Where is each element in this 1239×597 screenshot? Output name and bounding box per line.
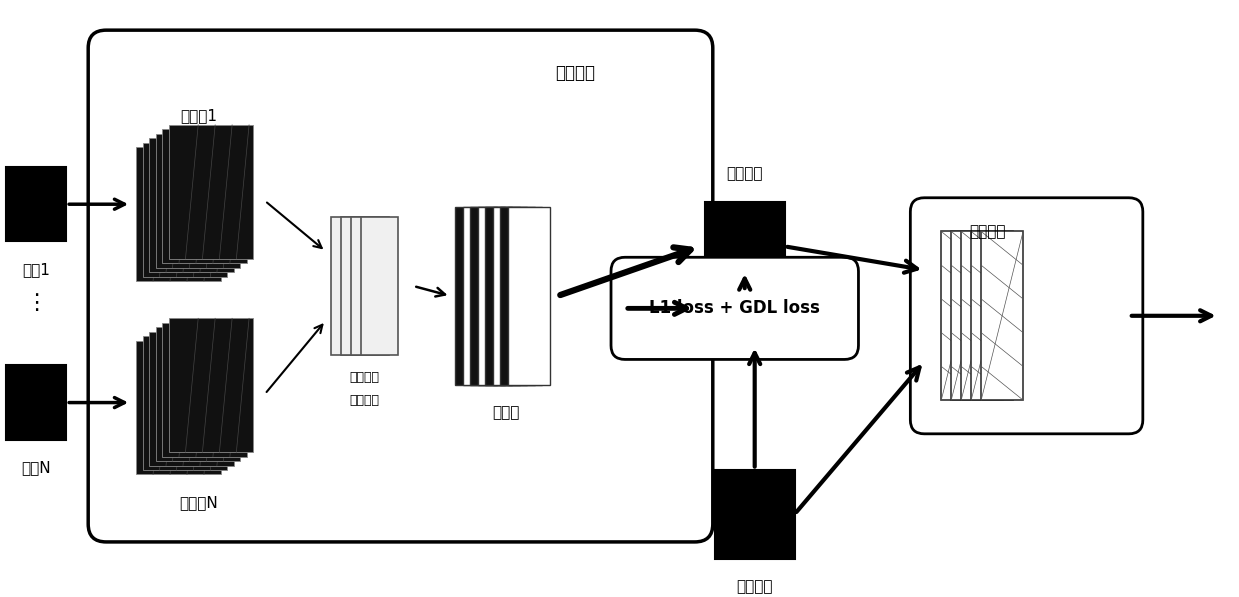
Bar (471, 207, 512, 385)
Bar (952, 232, 994, 400)
FancyBboxPatch shape (911, 198, 1142, 434)
Text: 解码器: 解码器 (493, 405, 520, 420)
Bar (169, 125, 253, 259)
Bar (136, 147, 221, 281)
Bar (456, 207, 497, 385)
Text: 编码器1: 编码器1 (180, 108, 217, 123)
Bar (136, 341, 221, 475)
Text: 合成图像: 合成图像 (726, 167, 763, 181)
Bar (156, 134, 240, 267)
Text: 鉴别网络: 鉴别网络 (969, 224, 1005, 239)
Bar (501, 207, 543, 385)
Text: 模态N: 模态N (21, 460, 51, 475)
Text: L1 loss + GDL loss: L1 loss + GDL loss (649, 299, 820, 318)
Bar (142, 143, 228, 276)
Text: 编码器N: 编码器N (180, 495, 218, 510)
Bar (6, 365, 66, 440)
Bar (715, 469, 794, 559)
Bar (486, 207, 528, 385)
Bar (149, 139, 234, 272)
Bar (6, 167, 66, 241)
Bar (341, 217, 379, 355)
Bar (162, 130, 247, 263)
Bar (463, 207, 504, 385)
Bar (971, 232, 1014, 400)
Bar (361, 217, 399, 355)
Bar (149, 332, 234, 466)
FancyBboxPatch shape (611, 257, 859, 359)
Bar (351, 217, 389, 355)
Text: ⋮: ⋮ (25, 293, 47, 313)
Bar (331, 217, 368, 355)
Bar (142, 336, 228, 470)
Bar (162, 323, 247, 457)
Bar (156, 327, 240, 461)
FancyBboxPatch shape (88, 30, 712, 542)
Text: 真实图像: 真实图像 (736, 579, 773, 594)
Text: 潜在空间: 潜在空间 (349, 371, 379, 384)
Bar (981, 232, 1023, 400)
Text: 模态1: 模态1 (22, 261, 51, 276)
Bar (508, 207, 550, 385)
Bar (493, 207, 535, 385)
Text: 处理网络: 处理网络 (349, 393, 379, 407)
Bar (961, 232, 1004, 400)
Bar (705, 202, 784, 291)
Bar (942, 232, 984, 400)
Text: 生成网络: 生成网络 (555, 64, 595, 82)
Bar (478, 207, 519, 385)
Bar (169, 318, 253, 452)
